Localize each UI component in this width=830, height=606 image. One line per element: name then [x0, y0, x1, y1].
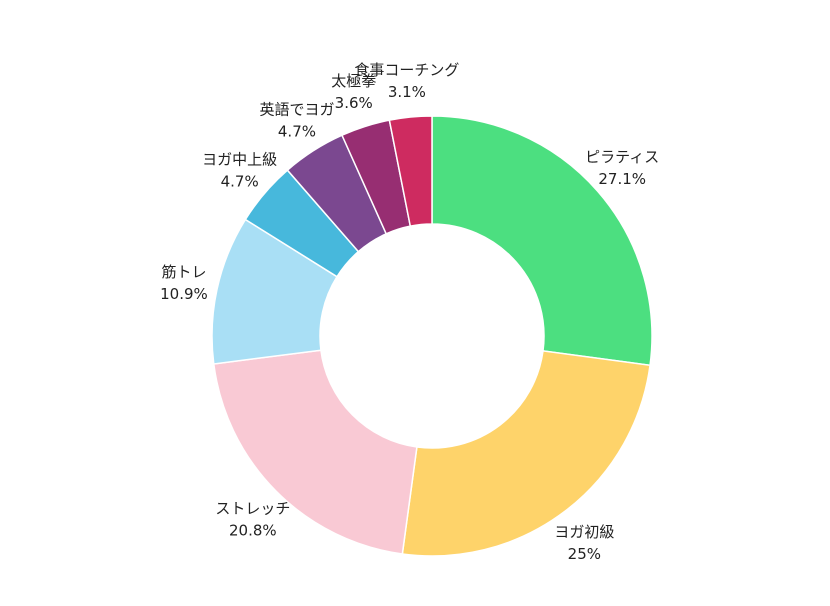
donut-slice-8	[388, 115, 433, 228]
slice-category-label-8: 食事コーチング	[354, 61, 459, 79]
slice-value-label-7: 3.6%	[335, 94, 373, 112]
slice-category-label-7: 太極拳	[331, 72, 376, 90]
slice-value-label-1: 27.1%	[598, 170, 646, 188]
slice-category-label-2: ヨガ初級	[554, 523, 614, 541]
donut-slices	[211, 115, 653, 557]
slice-value-label-5: 4.7%	[221, 173, 259, 191]
slice-value-label-8: 3.1%	[388, 83, 426, 101]
slice-value-label-4: 10.9%	[160, 285, 208, 303]
donut-labels: ピラティス 27.1% ヨガ初級 25% ストレッチ 20.8% 筋トレ 10.9% ヨガ中上級…	[160, 61, 659, 563]
slice-value-label-6: 4.7%	[278, 123, 316, 141]
slice-category-label-4: 筋トレ	[161, 263, 206, 281]
slice-value-label-3: 20.8%	[229, 522, 277, 540]
donut-slice-1	[431, 115, 653, 367]
slice-category-label-3: ストレッチ	[215, 500, 290, 518]
slice-category-label-1: ピラティス	[585, 148, 659, 166]
slice-category-label-6: 英語でヨガ	[259, 101, 334, 119]
slice-category-label-5: ヨガ中上級	[202, 151, 277, 169]
slice-value-label-2: 25%	[568, 545, 601, 563]
donut-slice-3	[212, 349, 418, 555]
donut-slice-2	[401, 350, 651, 557]
